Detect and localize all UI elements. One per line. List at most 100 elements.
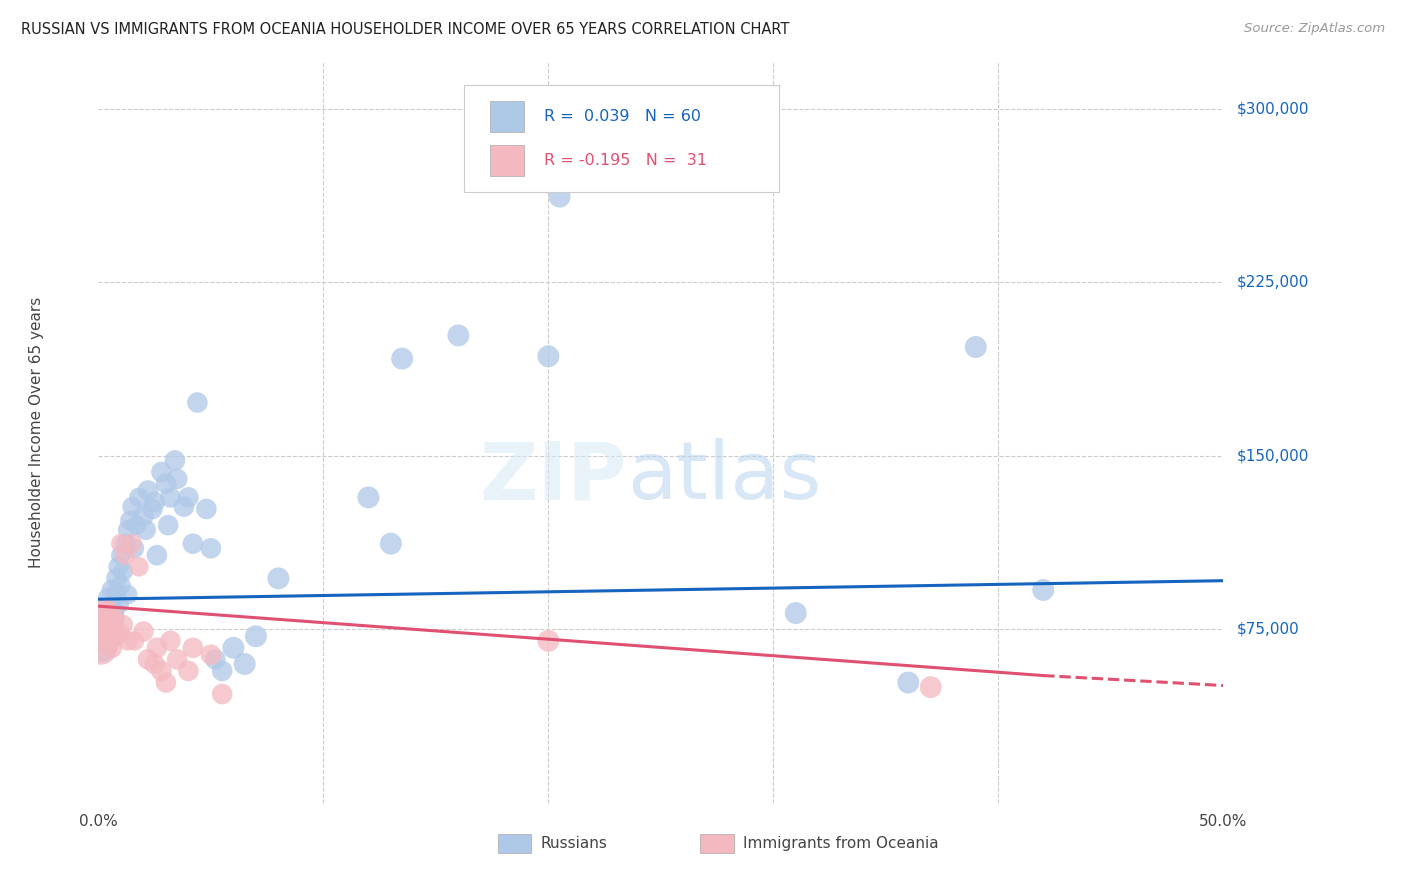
- Point: [125, 518, 148, 533]
- Point: [447, 328, 470, 343]
- Bar: [498, 834, 531, 853]
- Point: [91, 622, 114, 636]
- Point: [114, 548, 136, 562]
- Point: [128, 559, 150, 574]
- Point: [96, 606, 118, 620]
- Point: [173, 500, 195, 514]
- Point: [124, 633, 146, 648]
- Point: [380, 536, 402, 550]
- Bar: [489, 101, 523, 132]
- Point: [121, 536, 143, 550]
- Point: [163, 453, 186, 467]
- Text: $225,000: $225,000: [1237, 275, 1309, 290]
- Point: [112, 565, 135, 579]
- Point: [90, 640, 112, 655]
- Text: $150,000: $150,000: [1237, 449, 1309, 463]
- Point: [548, 189, 571, 203]
- Point: [132, 508, 155, 523]
- Point: [245, 629, 267, 643]
- Point: [143, 657, 166, 671]
- Point: [159, 633, 181, 648]
- Point: [105, 571, 128, 585]
- Point: [155, 675, 177, 690]
- Point: [920, 680, 942, 694]
- Point: [136, 652, 159, 666]
- Point: [204, 652, 226, 666]
- Point: [143, 495, 166, 509]
- Point: [965, 340, 987, 354]
- Point: [150, 664, 173, 678]
- Point: [98, 592, 121, 607]
- Text: Householder Income Over 65 years: Householder Income Over 65 years: [30, 297, 44, 568]
- Point: [98, 629, 121, 643]
- Point: [110, 536, 132, 550]
- Point: [155, 476, 177, 491]
- Text: $75,000: $75,000: [1237, 622, 1301, 637]
- Point: [222, 640, 245, 655]
- Point: [1032, 582, 1054, 597]
- Point: [103, 610, 125, 624]
- Point: [177, 664, 200, 678]
- Point: [117, 588, 139, 602]
- Point: [94, 615, 117, 630]
- Point: [150, 465, 173, 479]
- Point: [267, 571, 290, 585]
- Text: atlas: atlas: [627, 438, 821, 516]
- Text: Source: ZipAtlas.com: Source: ZipAtlas.com: [1244, 22, 1385, 36]
- Point: [121, 500, 143, 514]
- Point: [200, 541, 222, 556]
- Point: [897, 675, 920, 690]
- Text: Immigrants from Oceania: Immigrants from Oceania: [742, 836, 939, 851]
- Point: [98, 624, 121, 639]
- Point: [181, 536, 204, 550]
- FancyBboxPatch shape: [464, 85, 779, 192]
- Point: [117, 523, 139, 537]
- Point: [91, 629, 114, 643]
- Point: [141, 502, 163, 516]
- Point: [135, 523, 157, 537]
- Text: Russians: Russians: [540, 836, 607, 851]
- Point: [159, 491, 181, 505]
- Point: [112, 617, 135, 632]
- Point: [146, 640, 169, 655]
- Point: [103, 610, 125, 624]
- Text: $300,000: $300,000: [1237, 101, 1309, 116]
- Text: ZIP: ZIP: [479, 438, 627, 516]
- Text: R = -0.195   N =  31: R = -0.195 N = 31: [544, 153, 707, 168]
- Point: [118, 514, 141, 528]
- Point: [114, 536, 136, 550]
- Point: [157, 518, 180, 533]
- Point: [195, 502, 218, 516]
- Point: [124, 541, 146, 556]
- Point: [103, 604, 125, 618]
- Point: [101, 640, 124, 655]
- Point: [177, 491, 200, 505]
- Point: [117, 633, 139, 648]
- Point: [211, 687, 233, 701]
- Point: [107, 597, 129, 611]
- Point: [94, 633, 117, 648]
- Point: [105, 629, 128, 643]
- Point: [211, 664, 233, 678]
- Point: [107, 624, 129, 639]
- Text: RUSSIAN VS IMMIGRANTS FROM OCEANIA HOUSEHOLDER INCOME OVER 65 YEARS CORRELATION : RUSSIAN VS IMMIGRANTS FROM OCEANIA HOUSE…: [21, 22, 789, 37]
- Point: [537, 349, 560, 363]
- Point: [186, 395, 208, 409]
- Point: [537, 633, 560, 648]
- Text: R =  0.039   N = 60: R = 0.039 N = 60: [544, 109, 700, 124]
- Point: [105, 588, 128, 602]
- Point: [91, 615, 114, 630]
- Point: [166, 652, 188, 666]
- Bar: [700, 834, 734, 853]
- Point: [107, 559, 129, 574]
- Point: [181, 640, 204, 655]
- Point: [132, 624, 155, 639]
- Point: [391, 351, 413, 366]
- Bar: [489, 145, 523, 176]
- Point: [146, 548, 169, 562]
- Point: [200, 648, 222, 662]
- Point: [101, 582, 124, 597]
- Point: [136, 483, 159, 498]
- Point: [357, 491, 380, 505]
- Point: [101, 620, 124, 634]
